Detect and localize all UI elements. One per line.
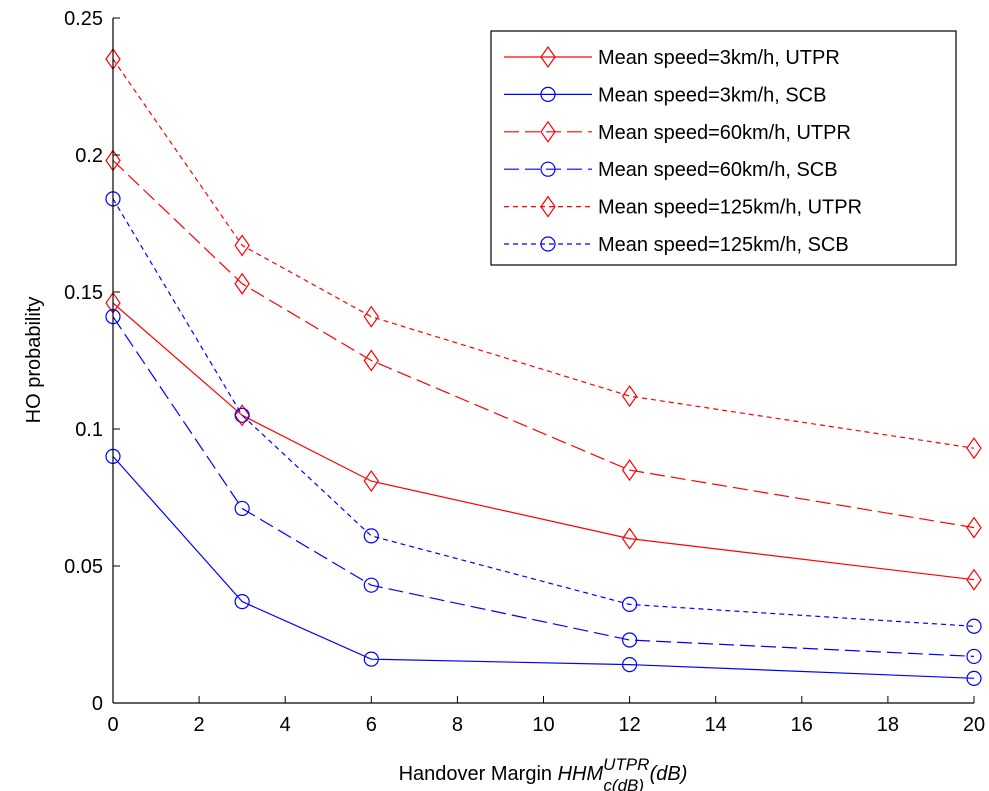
x-tick-label: 2 xyxy=(194,714,205,736)
ticks-layer: 0 2 4 6 8 10 12 14 16 18 20 0 0.05 0.1 0.15 0.2 0.25 xyxy=(64,8,985,736)
x-tick-label: 4 xyxy=(280,714,291,736)
x-tick-label: 18 xyxy=(877,714,899,736)
data-point-marker xyxy=(363,528,379,544)
legend-box xyxy=(490,30,957,266)
data-point-marker xyxy=(966,670,982,686)
data-point-marker xyxy=(234,272,250,295)
x-axis-title-subscript: c(dB) xyxy=(603,776,644,791)
series-line xyxy=(112,160,975,529)
x-tick-label: 6 xyxy=(366,714,377,736)
data-point-marker xyxy=(234,404,250,427)
series-line xyxy=(112,58,975,449)
legend-label: Mean speed=125km/h, UTPR xyxy=(598,197,862,219)
data-point-marker xyxy=(234,234,250,257)
data-point-marker xyxy=(621,385,638,408)
data-point-marker xyxy=(966,568,982,591)
data-point-marker xyxy=(363,651,379,667)
y-tick-label: 0.15 xyxy=(64,282,103,304)
x-tick-label: 8 xyxy=(452,714,463,736)
series-line xyxy=(112,302,975,581)
legend-label: Mean speed=3km/h, SCB xyxy=(598,84,826,106)
legend-label: Mean speed=3km/h, UTPR xyxy=(598,47,840,69)
legend-marker xyxy=(540,236,556,252)
legend-entry: Mean speed=3km/h, SCB xyxy=(504,84,826,106)
legend-label: Mean speed=60km/h, SCB xyxy=(598,159,838,181)
data-point-marker xyxy=(621,632,638,648)
data-point-marker xyxy=(966,437,982,460)
data-point-marker xyxy=(621,596,638,612)
data-point-marker xyxy=(363,470,380,493)
legend-marker xyxy=(540,161,556,177)
x-axis-title-prefix: Handover Margin xyxy=(399,763,558,785)
y-axis-title: HO probability xyxy=(23,297,45,424)
series-layer xyxy=(105,48,982,686)
x-tick-label: 0 xyxy=(107,714,118,736)
legend-entry: Mean speed=60km/h, UTPR xyxy=(504,120,851,144)
data-point-marker xyxy=(621,527,638,550)
legend-label: Mean speed=125km/h, SCB xyxy=(598,234,849,256)
data-point-marker xyxy=(234,500,250,517)
data-point-marker xyxy=(966,618,982,634)
x-axis-title-symbol: HHM xyxy=(558,763,604,785)
y-tick-label: 0.05 xyxy=(64,556,103,578)
data-point-marker xyxy=(966,648,982,665)
legend-marker xyxy=(540,45,556,69)
data-point-marker xyxy=(363,305,380,328)
data-point-marker xyxy=(621,459,638,482)
x-axis-title-superscript: UTPR xyxy=(603,755,649,774)
y-tick-label: 0.1 xyxy=(75,419,103,441)
data-point-marker xyxy=(966,516,982,539)
legend-entry: Mean speed=60km/h, SCB xyxy=(504,159,838,181)
x-tick-label: 10 xyxy=(532,714,554,736)
series-line xyxy=(112,198,975,627)
legend-marker xyxy=(540,195,556,218)
y-tick-label: 0 xyxy=(92,693,103,715)
x-axis-title: Handover Margin HHMUTPR c(dB) (dB) xyxy=(399,755,688,791)
x-tick-label: 16 xyxy=(791,714,813,736)
legend-marker xyxy=(540,120,556,143)
series-line xyxy=(112,456,975,679)
data-point-marker xyxy=(363,349,380,372)
x-tick-label: 20 xyxy=(963,714,985,736)
data-point-marker xyxy=(363,577,379,593)
legend-entry: Mean speed=125km/h, SCB xyxy=(504,234,849,256)
x-tick-label: 12 xyxy=(618,714,640,736)
legend-label: Mean speed=60km/h, UTPR xyxy=(598,122,851,144)
x-axis-title-suffix: (dB) xyxy=(644,763,687,785)
data-point-marker xyxy=(234,594,250,610)
data-point-marker xyxy=(621,657,638,673)
legend-entry: Mean speed=3km/h, UTPR xyxy=(504,45,840,69)
series-line xyxy=(112,316,975,657)
data-point-marker xyxy=(234,407,250,423)
legend: Mean speed=3km/h, UTPR Mean speed=3km/h, … xyxy=(490,30,957,266)
legend-entry: Mean speed=125km/h, UTPR xyxy=(504,195,862,219)
y-tick-label: 0.25 xyxy=(64,8,103,30)
legend-marker xyxy=(540,86,556,103)
y-tick-label: 0.2 xyxy=(75,145,103,167)
x-tick-label: 14 xyxy=(705,714,727,736)
